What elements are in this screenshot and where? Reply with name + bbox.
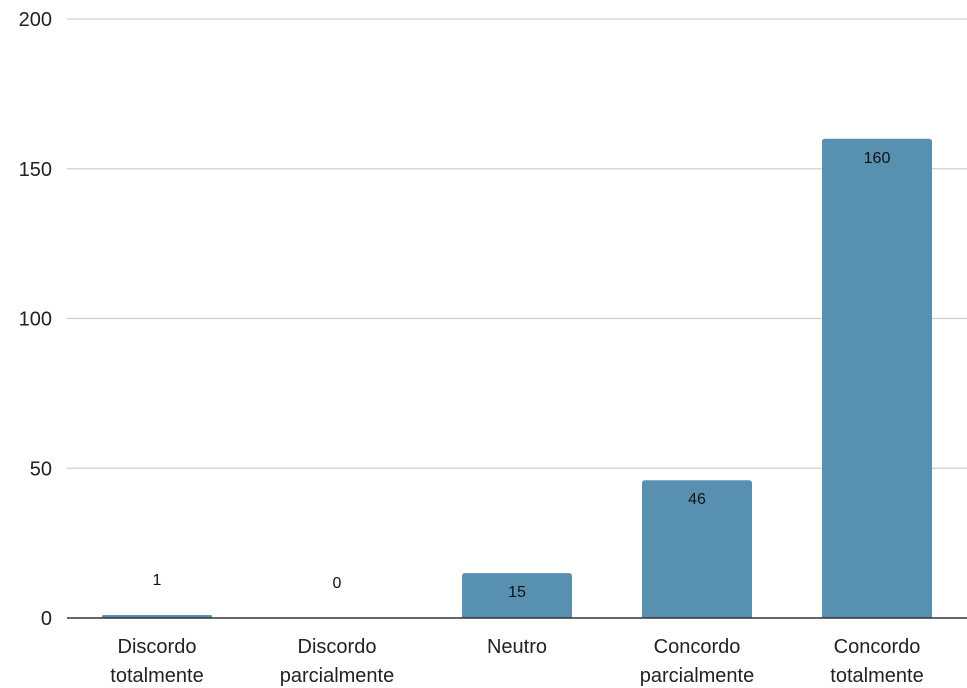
y-tick-label: 200 bbox=[19, 9, 52, 31]
x-category-label: Concordo bbox=[654, 636, 741, 658]
gridlines bbox=[67, 18, 967, 469]
y-axis: 0 50 100 150 200 bbox=[19, 9, 52, 630]
y-tick-label: 150 bbox=[19, 159, 52, 181]
data-label: 160 bbox=[864, 150, 891, 167]
bar bbox=[462, 573, 572, 618]
x-category-label: Discordo bbox=[118, 636, 197, 658]
bar bbox=[822, 138, 932, 619]
data-label: 46 bbox=[688, 491, 706, 508]
y-tick-label: 50 bbox=[30, 458, 52, 480]
bars bbox=[102, 138, 932, 619]
x-category-label: parcialmente bbox=[280, 665, 395, 687]
data-labels: 1 0 15 46 160 bbox=[153, 150, 891, 601]
x-category-label: totalmente bbox=[110, 665, 203, 687]
x-category-label: Concordo bbox=[834, 636, 921, 658]
x-category-label: Discordo bbox=[298, 636, 377, 658]
data-label: 0 bbox=[333, 575, 342, 592]
y-tick-label: 0 bbox=[41, 608, 52, 630]
data-label: 15 bbox=[508, 584, 526, 601]
x-category-label: parcialmente bbox=[640, 665, 755, 687]
data-label: 1 bbox=[153, 572, 162, 589]
y-tick-label: 100 bbox=[19, 309, 52, 331]
x-category-label: Neutro bbox=[487, 636, 547, 658]
x-category-label: totalmente bbox=[830, 665, 923, 687]
bar bbox=[642, 480, 752, 618]
x-axis: Discordo totalmente Discordo parcialmente Ne… bbox=[67, 617, 967, 687]
